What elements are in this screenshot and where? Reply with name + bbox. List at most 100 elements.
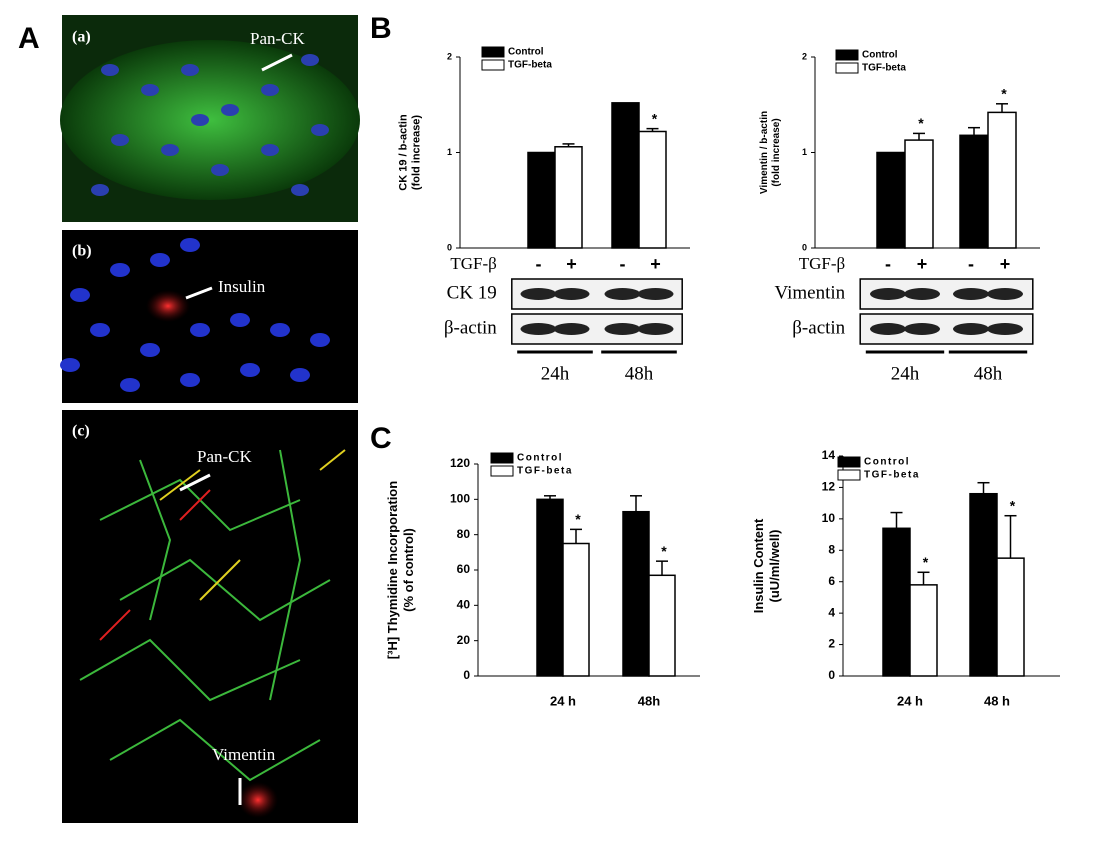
blot-band — [637, 288, 674, 300]
treatment-sign: + — [1000, 254, 1011, 274]
legend-label: Control — [864, 457, 910, 468]
y-axis-label-line: Insulin Content — [752, 518, 767, 613]
error-bar — [630, 495, 642, 512]
image-annotation: Insulin — [218, 277, 266, 296]
image-annotation: Pan-CK — [250, 29, 306, 48]
y-axis-label-line: (% of control) — [401, 528, 416, 612]
bar — [876, 151, 906, 249]
bar — [648, 574, 676, 677]
bar — [996, 557, 1025, 677]
treatment-label: TGF-β — [450, 254, 496, 273]
bar — [969, 492, 998, 677]
legend-swatch — [481, 46, 505, 58]
blot-band — [870, 288, 906, 300]
bar — [527, 151, 556, 249]
x-tick-label: 24h — [541, 363, 570, 384]
treatment-sign: - — [968, 254, 974, 274]
panel-letter: B — [370, 12, 392, 45]
legend-swatch — [837, 456, 861, 468]
y-tick-label: 2 — [828, 637, 835, 651]
bar — [959, 134, 989, 249]
legend-swatch — [490, 452, 514, 464]
blot-band — [604, 323, 641, 335]
bar — [638, 130, 667, 249]
y-tick-label: 4 — [828, 605, 835, 619]
y-axis-label: CK 19 / b-actin(fold increase) — [397, 114, 422, 191]
blot-row-label: β-actin — [444, 317, 497, 338]
blot-band — [904, 288, 940, 300]
y-tick-label: 8 — [828, 542, 835, 556]
image-label: (a) — [72, 29, 91, 46]
x-tick-label: 24 h — [897, 693, 923, 708]
legend-label: TGF-beta — [864, 470, 920, 481]
treatment-sign: - — [885, 254, 891, 274]
y-tick-label: 0 — [802, 242, 807, 252]
error-bar — [890, 511, 903, 529]
blot-band — [904, 323, 940, 335]
y-tick-label: 14 — [822, 448, 836, 462]
bar — [882, 527, 911, 677]
micrograph: (b) Insulin — [60, 230, 358, 403]
error-bar — [996, 103, 1008, 113]
bar — [554, 146, 583, 249]
blot-row-label: β-actin — [792, 317, 845, 338]
bar — [904, 139, 934, 249]
panel-letter: C — [370, 422, 392, 455]
y-axis-label-line: (fold increase) — [411, 115, 423, 191]
blot-band — [520, 288, 557, 300]
legend-swatch — [837, 469, 861, 481]
x-tick-label: 48h — [638, 693, 660, 708]
image-annotation: Vimentin — [212, 745, 276, 764]
y-axis-label-line: [³H] Thymidine Incorporation — [386, 481, 401, 659]
panel-letter: A — [18, 22, 40, 55]
blot-row-label: CK 19 — [447, 282, 497, 303]
significance-label: * — [652, 110, 658, 126]
bar — [562, 542, 590, 677]
x-tick-label: 24h — [891, 363, 920, 384]
y-axis-label-line: (fold increase) — [771, 118, 782, 186]
legend-label: TGF-beta — [862, 63, 906, 74]
error-bar — [968, 126, 980, 136]
y-tick-label: 120 — [450, 456, 470, 470]
x-tick-label: 24 h — [550, 693, 576, 708]
legend-swatch — [481, 59, 505, 71]
y-tick-label: 10 — [822, 511, 836, 525]
error-bar — [656, 560, 668, 576]
error-bar — [917, 571, 930, 585]
significance-label: * — [918, 115, 924, 131]
blot-band — [953, 323, 989, 335]
y-tick-label: 40 — [457, 598, 471, 612]
blot-band — [604, 288, 641, 300]
error-bar — [913, 132, 925, 141]
legend-label: Control — [508, 47, 544, 58]
y-tick-label: 2 — [802, 51, 807, 61]
y-tick-label: 80 — [457, 527, 471, 541]
blot-band — [520, 323, 557, 335]
image-label: (b) — [72, 243, 92, 260]
blot-band — [953, 288, 989, 300]
y-tick-label: 60 — [457, 562, 471, 576]
y-axis-label-line: CK 19 / b-actin — [397, 114, 409, 191]
error-bar — [570, 528, 582, 544]
bar — [987, 111, 1017, 249]
blot-band — [553, 323, 590, 335]
treatment-sign: + — [650, 254, 661, 274]
blot-band — [637, 323, 674, 335]
legend-label: Control — [517, 453, 563, 464]
blot-band — [987, 288, 1023, 300]
legend-label: TGF-beta — [508, 60, 552, 71]
significance-label: * — [575, 511, 581, 527]
y-tick-label: 20 — [457, 633, 471, 647]
treatment-label: TGF-β — [799, 254, 845, 273]
blot-band — [987, 323, 1023, 335]
image-annotation: Pan-CK — [197, 447, 253, 466]
x-tick-label: 48 h — [984, 693, 1010, 708]
legend-label: TGF-beta — [517, 466, 573, 477]
legend-swatch — [835, 49, 859, 61]
micrograph: (c) Pan-CK Vimentin — [62, 410, 358, 823]
x-tick-label: 48h — [625, 363, 654, 384]
treatment-sign: - — [620, 254, 626, 274]
blot-band — [553, 288, 590, 300]
bar — [909, 584, 938, 677]
